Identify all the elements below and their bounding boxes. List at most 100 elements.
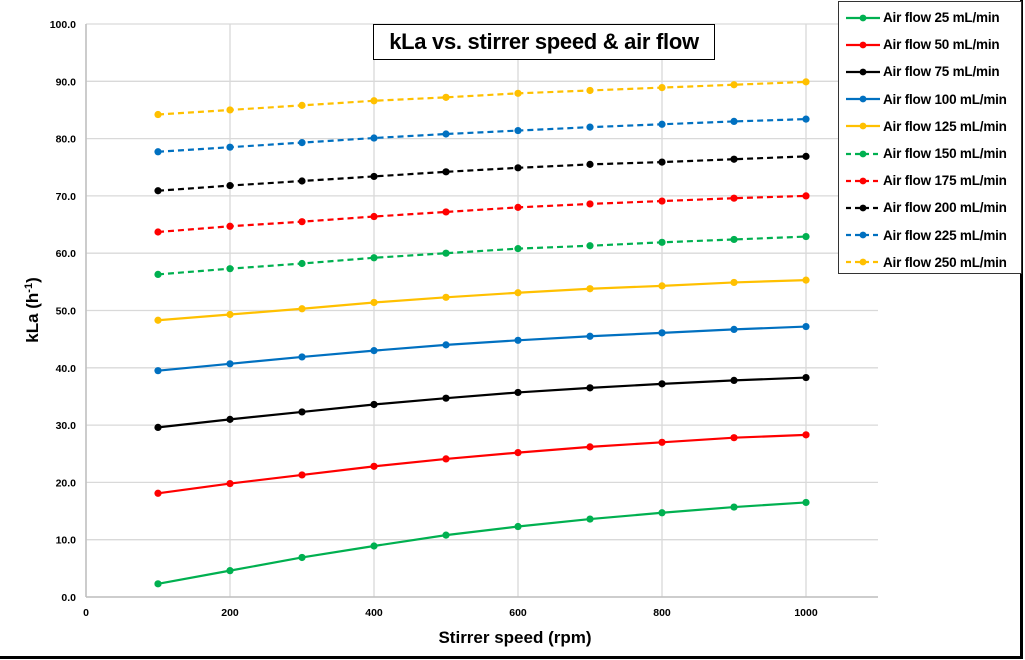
- data-point: [226, 310, 234, 319]
- data-point: [730, 117, 738, 126]
- data-point: [298, 139, 306, 147]
- legend-label: Air flow 75 mL/min: [883, 64, 1000, 80]
- data-point: [370, 172, 378, 181]
- data-point: [226, 265, 234, 273]
- legend-item: Air flow 100 mL/min: [845, 86, 1021, 113]
- series-line: [157, 155, 807, 192]
- series-line: [157, 325, 807, 372]
- data-point: [514, 336, 522, 344]
- legend-item: Air flow 50 mL/min: [845, 31, 1021, 58]
- data-point: [730, 325, 738, 334]
- legend-label: Air flow 100 mL/min: [883, 91, 1007, 107]
- data-point: [154, 367, 162, 375]
- legend-swatch-icon: [846, 122, 880, 130]
- series-line: [157, 194, 807, 234]
- data-point: [658, 329, 666, 337]
- series-air-flow-200-ml-min: [154, 152, 810, 195]
- series-line: [157, 501, 807, 585]
- data-point: [370, 254, 378, 262]
- data-point: [370, 97, 378, 105]
- data-point: [802, 431, 810, 439]
- data-point: [586, 332, 594, 340]
- legend-label: Air flow 125 mL/min: [883, 118, 1007, 134]
- data-point: [154, 489, 162, 497]
- legend-label: Air flow 150 mL/min: [883, 146, 1007, 162]
- data-point: [658, 158, 666, 166]
- data-point: [442, 168, 450, 176]
- data-point: [226, 181, 234, 190]
- data-point: [154, 580, 162, 588]
- data-point: [442, 130, 450, 138]
- x-tick-label: 200: [221, 607, 239, 619]
- series-air-flow-125-ml-min: [154, 276, 810, 324]
- data-point: [730, 155, 738, 163]
- y-tick-label: 30.0: [56, 420, 77, 432]
- data-point: [730, 278, 738, 287]
- x-tick-label: 600: [509, 607, 527, 619]
- y-tick-label: 20.0: [56, 477, 77, 489]
- data-point: [514, 126, 522, 135]
- y-axis-title: kLa (h-1): [23, 277, 42, 343]
- series-line: [157, 235, 807, 276]
- data-point: [514, 203, 522, 211]
- data-point: [370, 542, 378, 550]
- data-point: [442, 249, 450, 257]
- data-point: [298, 553, 306, 562]
- legend-swatch-icon: [846, 177, 880, 185]
- data-point: [226, 360, 234, 368]
- data-point: [226, 106, 234, 114]
- legend-swatch-icon: [846, 14, 880, 21]
- data-point: [586, 285, 594, 293]
- data-point: [370, 212, 378, 221]
- series-air-flow-100-ml-min: [154, 322, 810, 375]
- data-point: [154, 270, 162, 279]
- data-point: [298, 305, 306, 313]
- chart-title: kLa vs. stirrer speed & air flow: [373, 24, 715, 60]
- data-point: [658, 380, 666, 388]
- data-point: [802, 152, 810, 160]
- data-point: [730, 194, 738, 202]
- data-point: [442, 293, 450, 301]
- data-point: [298, 177, 306, 185]
- y-axis-title-superscript: -1: [23, 283, 35, 293]
- legend-item: Air flow 150 mL/min: [845, 140, 1021, 167]
- data-series: [154, 78, 810, 588]
- data-point: [586, 123, 594, 131]
- data-point: [154, 316, 162, 324]
- series-air-flow-75-ml-min: [154, 373, 810, 431]
- data-point: [298, 471, 306, 479]
- series-line: [157, 433, 807, 495]
- x-axis-ticks: 0 200 400 600 800 1000: [83, 607, 818, 619]
- data-point: [658, 197, 666, 205]
- x-axis-title: Stirrer speed (rpm): [438, 628, 591, 647]
- data-point: [442, 394, 450, 402]
- legend-label: Air flow 225 mL/min: [883, 227, 1007, 243]
- legend-label: Air flow 250 mL/min: [883, 254, 1007, 270]
- y-tick-label: 0.0: [61, 592, 76, 604]
- data-point: [730, 235, 738, 244]
- data-point: [730, 81, 738, 89]
- data-point: [298, 353, 306, 361]
- data-point: [298, 408, 306, 416]
- data-point: [370, 400, 378, 409]
- data-point: [802, 322, 810, 331]
- data-point: [802, 115, 810, 123]
- data-point: [442, 531, 450, 539]
- data-point: [658, 84, 666, 92]
- legend-swatch-icon: [846, 95, 880, 103]
- data-point: [658, 120, 666, 128]
- data-point: [298, 259, 306, 268]
- data-point: [802, 276, 810, 284]
- series-air-flow-175-ml-min: [154, 192, 810, 236]
- data-point: [154, 187, 162, 195]
- data-point: [730, 376, 738, 385]
- series-air-flow-25-ml-min: [154, 498, 810, 588]
- data-point: [586, 384, 594, 392]
- legend-item: Air flow 25 mL/min: [845, 4, 1021, 31]
- x-tick-label: 1000: [794, 607, 818, 619]
- data-point: [802, 232, 810, 241]
- legend-swatch-icon: [846, 258, 880, 266]
- y-tick-label: 80.0: [56, 134, 77, 146]
- data-point: [658, 282, 666, 290]
